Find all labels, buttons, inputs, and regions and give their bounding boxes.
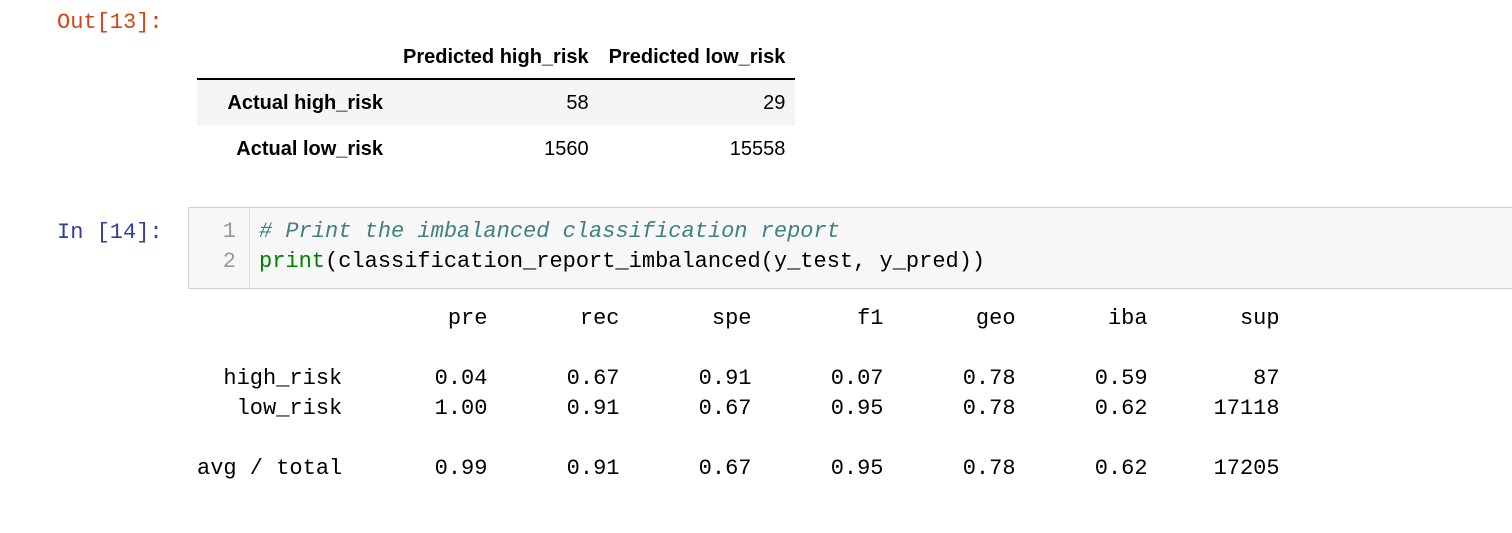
column-header: Predicted high_risk [393, 36, 599, 80]
code-builtin: print [259, 249, 326, 274]
output-prompt: Out[13]: [57, 10, 163, 35]
code-line[interactable]: print(classification_report_imbalanced(y… [259, 249, 985, 274]
input-prompt: In [14]: [57, 220, 163, 245]
table-row: Actual high_risk 58 29 [197, 79, 796, 126]
table-cell: 29 [763, 91, 786, 114]
report-row-avg-total: avg / total 0.99 0.91 0.67 0.95 0.78 0.6… [197, 456, 1280, 481]
column-header: Predicted low_risk [598, 36, 796, 80]
code-comment: # Print the imbalanced classification re… [259, 219, 840, 244]
code-line[interactable]: # Print the imbalanced classification re… [259, 219, 840, 244]
confusion-matrix-table: Predicted high_risk Predicted low_risk A… [197, 36, 796, 172]
row-label: Actual low_risk [236, 137, 383, 160]
table-cell: 1560 [544, 137, 589, 160]
report-header: pre rec spe f1 geo iba sup [197, 306, 1280, 331]
table-header-row: Predicted high_risk Predicted low_risk [197, 36, 796, 80]
code-text: (classification_report_imbalanced(y_test… [325, 249, 986, 274]
table-corner-cell [197, 36, 393, 80]
table-cell: 58 [566, 91, 589, 114]
line-number: 1 [222, 219, 236, 244]
code-input-cell[interactable]: 1 2 # Print the imbalanced classificatio… [188, 207, 1512, 289]
report-row-low-risk: low_risk 1.00 0.91 0.67 0.95 0.78 0.62 1… [197, 396, 1280, 421]
report-row-high-risk: high_risk 0.04 0.67 0.91 0.07 0.78 0.59 … [197, 366, 1280, 391]
classification-report-output: pre rec spe f1 geo iba sup high_risk 0.0… [197, 304, 1280, 484]
table-cell: 15558 [729, 137, 786, 160]
line-number: 2 [222, 249, 236, 274]
row-label: Actual high_risk [227, 91, 383, 114]
line-number-gutter: 1 2 [189, 208, 250, 288]
table-row: Actual low_risk 1560 15558 [197, 126, 796, 172]
